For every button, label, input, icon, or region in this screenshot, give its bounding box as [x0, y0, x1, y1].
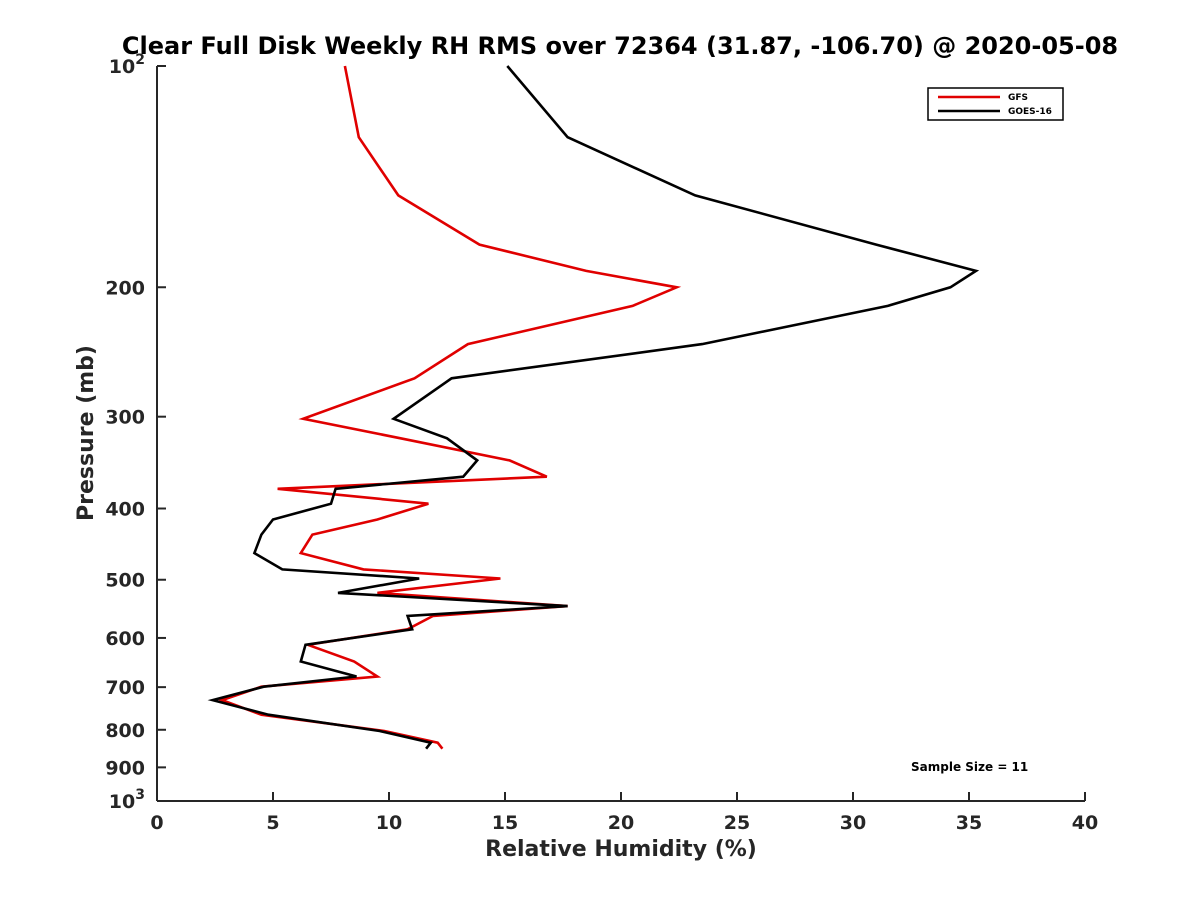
y-tick-label-exponent: 2	[135, 52, 145, 68]
y-tick-label: 103	[109, 787, 145, 813]
x-tick-label: 0	[150, 812, 163, 834]
series-line-goes16	[207, 65, 980, 750]
legend: GFS GOES-16	[927, 87, 1064, 121]
y-axis-label: Pressure (mb)	[74, 345, 99, 521]
y-tick-label-base: 800	[105, 720, 145, 742]
y-tick-label: 300	[105, 407, 145, 429]
y-tick-label-base: 300	[105, 407, 145, 429]
x-tick-label: 35	[956, 812, 982, 834]
y-tick-label-base: 10	[109, 56, 135, 78]
y-tick-label-base: 700	[105, 677, 145, 699]
x-tick-label: 40	[1072, 812, 1098, 834]
y-tick-label-base: 600	[105, 628, 145, 650]
y-tick-label: 102	[109, 52, 145, 78]
legend-box	[927, 87, 1064, 121]
series-lines	[207, 65, 980, 750]
legend-label-goes16: GOES-16	[1008, 107, 1052, 117]
x-tick-label: 10	[376, 812, 402, 834]
y-tick-label: 600	[105, 628, 145, 650]
y-tick-label-base: 900	[105, 757, 145, 779]
x-tick-label: 25	[724, 812, 750, 834]
y-tick-label: 900	[105, 757, 145, 779]
y-tick-label-base: 400	[105, 499, 145, 521]
x-tick-label: 5	[266, 812, 279, 834]
sample-size-annotation: Sample Size = 11	[911, 760, 1028, 774]
legend-label-gfs: GFS	[1008, 93, 1028, 103]
y-tick-label: 800	[105, 720, 145, 742]
x-tick-label: 30	[840, 812, 866, 834]
y-tick-label-base: 10	[109, 791, 135, 813]
y-tick-label-base: 500	[105, 570, 145, 592]
y-tick-label: 500	[105, 570, 145, 592]
x-tick-label: 15	[492, 812, 518, 834]
chart-title: Clear Full Disk Weekly RH RMS over 72364…	[122, 32, 1118, 60]
x-axis-label: Relative Humidity (%)	[485, 837, 757, 862]
x-ticks: 0 5 10 15 20 25 30 35 40	[150, 792, 1098, 834]
y-tick-label-base: 200	[105, 277, 145, 299]
y-tick-label-exponent: 3	[135, 787, 145, 803]
y-tick-label: 400	[105, 499, 145, 521]
x-tick-label: 20	[608, 812, 634, 834]
y-tick-label: 200	[105, 277, 145, 299]
y-tick-label: 700	[105, 677, 145, 699]
